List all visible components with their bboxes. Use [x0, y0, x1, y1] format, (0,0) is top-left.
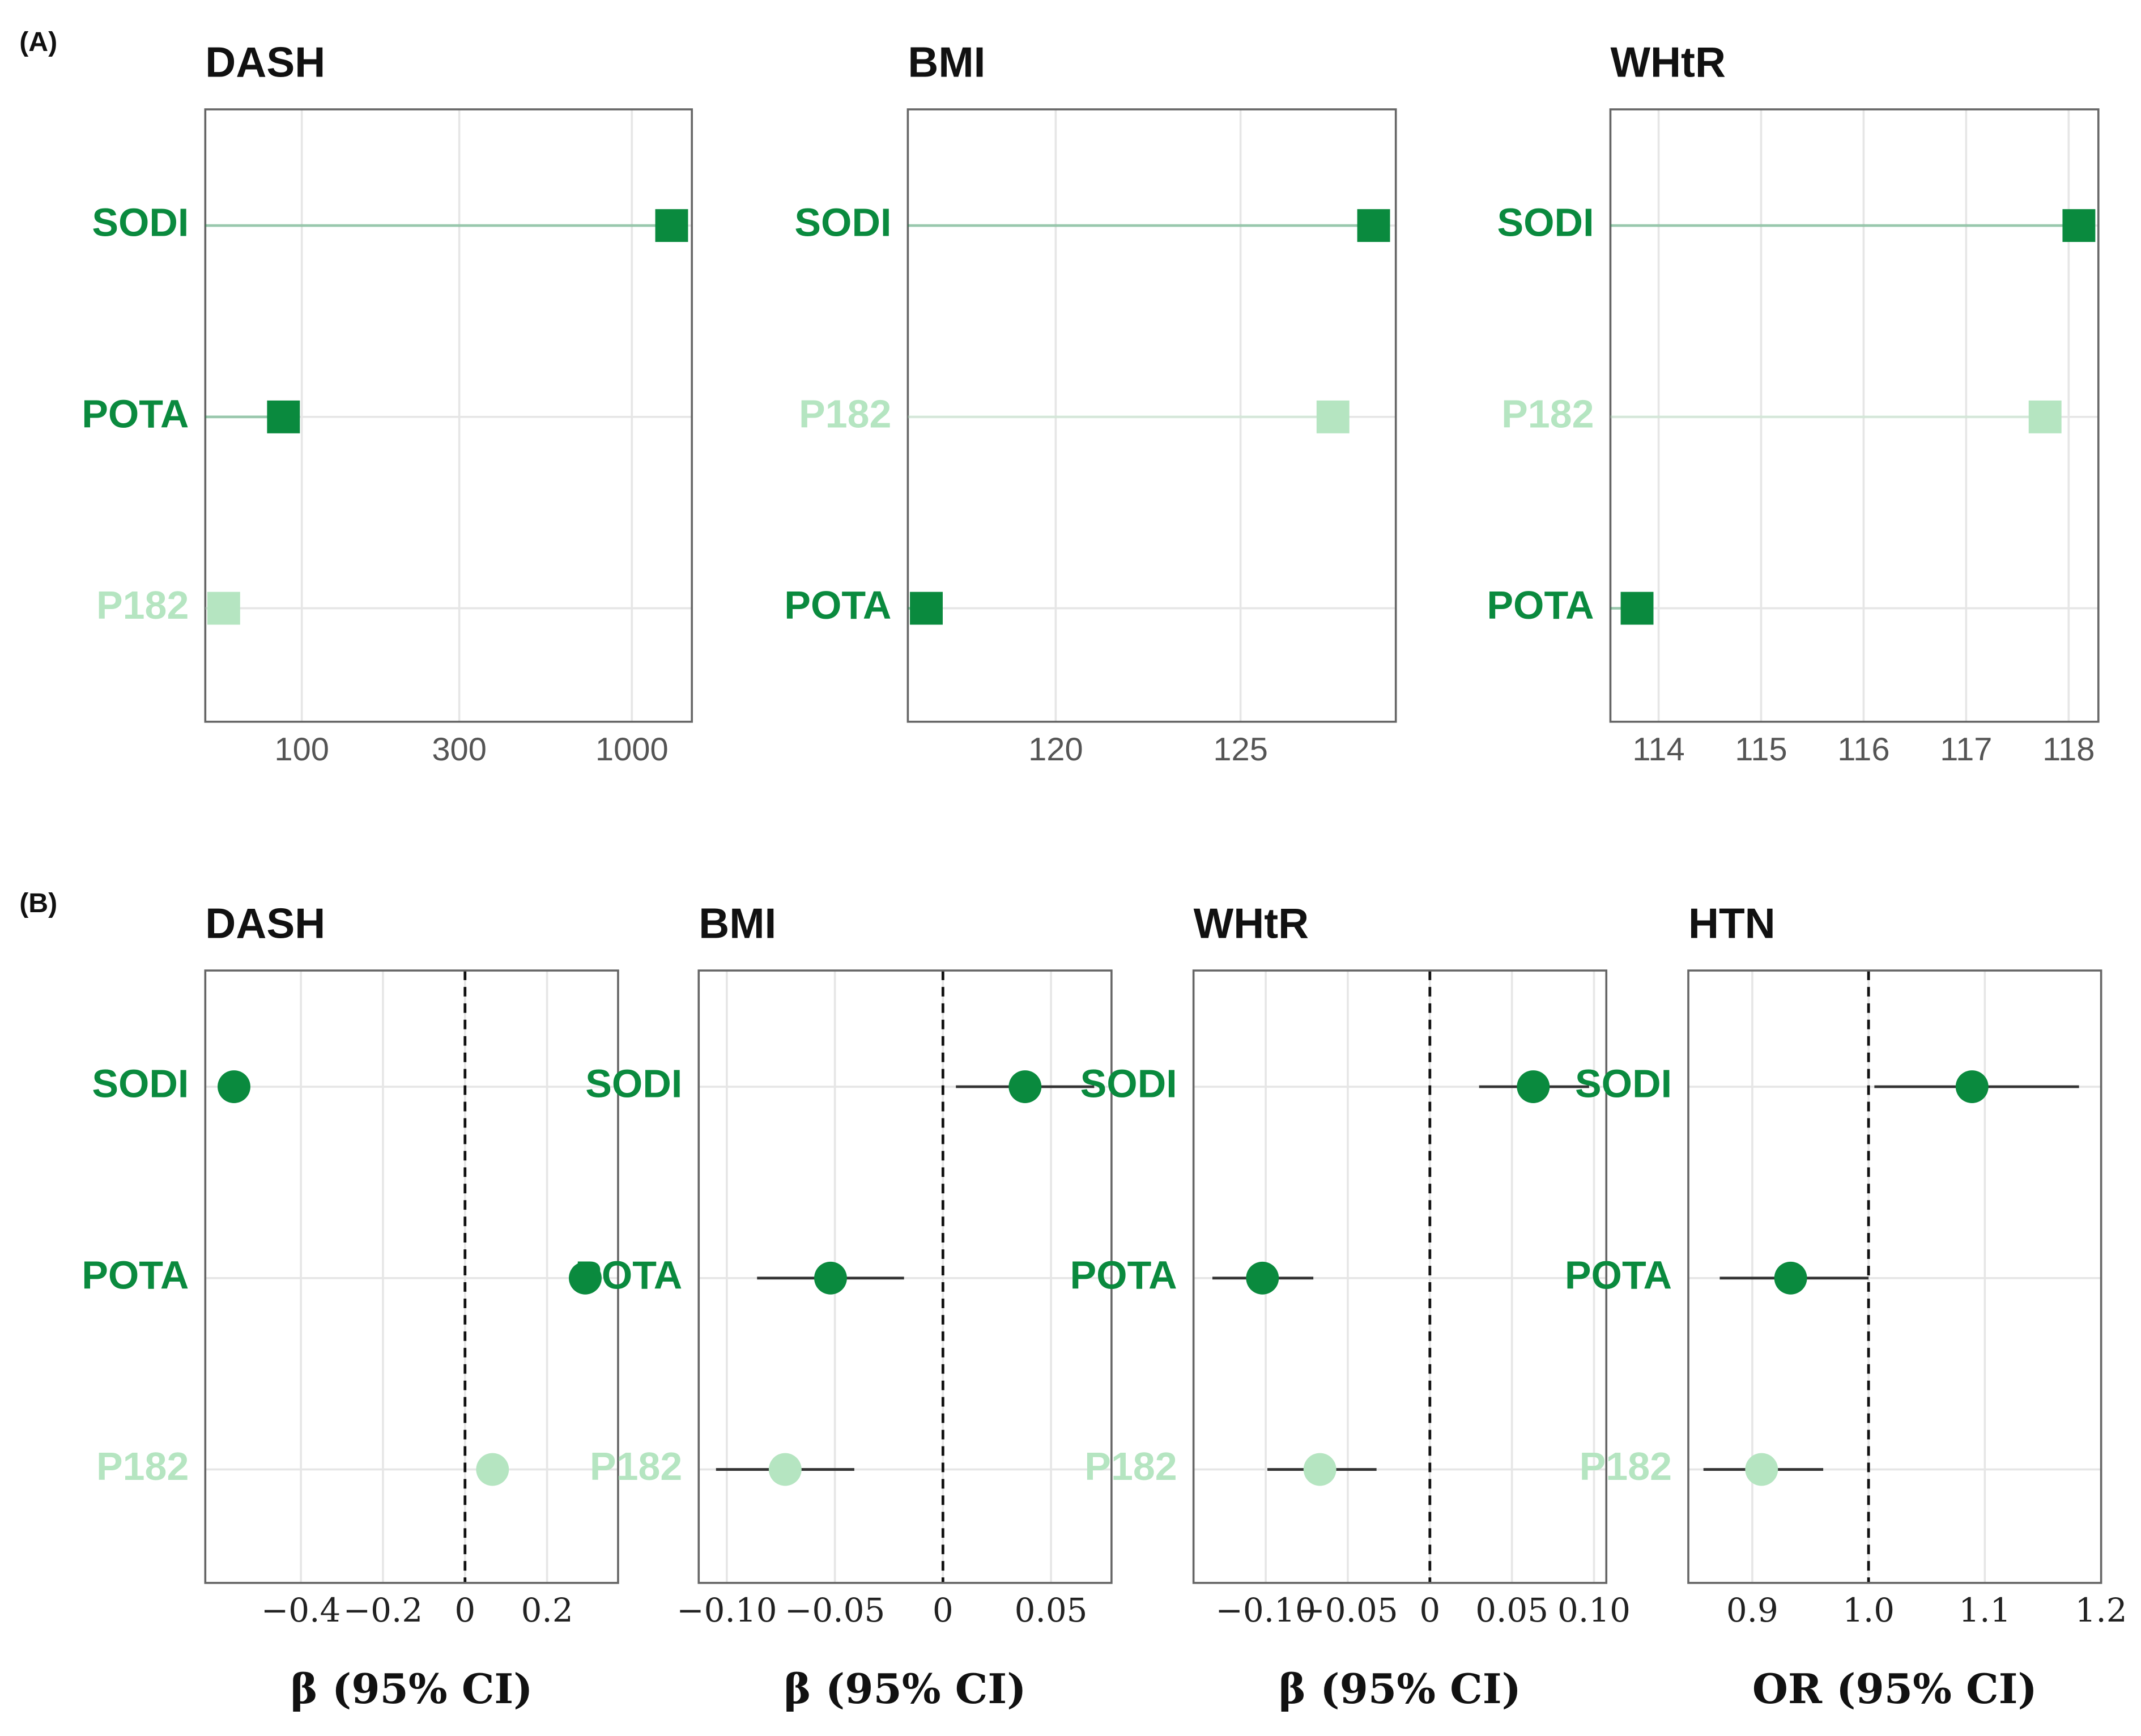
- square-marker: [267, 400, 300, 433]
- point-estimate: [1517, 1070, 1550, 1103]
- x-axis-label: OR (95% CI): [1752, 1665, 2037, 1713]
- square-marker: [207, 592, 240, 625]
- category-label: SODI: [1080, 1062, 1177, 1106]
- category-label: P182: [96, 583, 189, 627]
- x-tick-label: 1.1: [1959, 1591, 2011, 1629]
- category-label: POTA: [82, 1253, 189, 1297]
- point-estimate: [1955, 1070, 1989, 1103]
- square-marker: [2062, 209, 2096, 242]
- category-label: P182: [1501, 392, 1594, 436]
- x-axis-label: β (95% CI): [291, 1665, 533, 1713]
- panel-title: WHtR: [1194, 899, 1309, 947]
- x-tick-label: 0: [1419, 1591, 1440, 1629]
- x-tick-label: 114: [1632, 731, 1684, 768]
- category-label: SODI: [794, 201, 891, 245]
- x-tick-label: 300: [432, 731, 487, 768]
- category-label: POTA: [1070, 1253, 1177, 1297]
- x-tick-label: 116: [1837, 731, 1889, 768]
- square-marker: [1316, 400, 1350, 433]
- point-estimate: [569, 1261, 602, 1295]
- panel-title: DASH: [205, 39, 325, 86]
- x-tick-label: −0.05: [1297, 1591, 1398, 1629]
- panel-title: BMI: [699, 899, 776, 947]
- category-label: POTA: [1565, 1253, 1672, 1297]
- panel-title: BMI: [908, 39, 985, 86]
- x-tick-label: 115: [1735, 731, 1787, 768]
- plot-frame: [1687, 969, 2102, 1584]
- point-estimate: [218, 1070, 250, 1103]
- x-tick-label: 0: [454, 1591, 475, 1629]
- category-label: P182: [590, 1444, 682, 1488]
- square-marker: [655, 209, 688, 242]
- x-tick-label: 1.0: [1842, 1591, 1895, 1629]
- category-label: POTA: [1487, 583, 1594, 627]
- x-tick-label: 125: [1213, 731, 1268, 768]
- x-tick-label: 0.10: [1557, 1591, 1631, 1629]
- point-estimate: [1303, 1453, 1336, 1486]
- point-estimate: [1246, 1261, 1279, 1295]
- x-tick-label: 100: [274, 731, 329, 768]
- category-label: SODI: [585, 1062, 682, 1106]
- x-axis-label: β (95% CI): [1279, 1665, 1521, 1713]
- square-marker: [1357, 209, 1390, 242]
- plot-frame: [204, 969, 619, 1584]
- panel-label: (A): [19, 27, 57, 57]
- category-label: POTA: [575, 1253, 682, 1297]
- square-marker: [2028, 400, 2062, 433]
- panel-title: WHtR: [1610, 39, 1726, 86]
- x-tick-label: 0.05: [1015, 1591, 1088, 1629]
- panel-title: DASH: [205, 899, 325, 947]
- plot-frame: [204, 108, 693, 723]
- category-label: P182: [1084, 1444, 1177, 1488]
- category-label: P182: [96, 1444, 189, 1488]
- x-tick-label: −0.4: [261, 1591, 341, 1629]
- plot-frame: [1609, 108, 2100, 723]
- category-label: SODI: [1575, 1062, 1672, 1106]
- x-tick-label: 0.2: [521, 1591, 573, 1629]
- point-estimate: [1008, 1070, 1042, 1103]
- x-tick-label: −0.10: [676, 1591, 777, 1629]
- x-tick-label: 0: [933, 1591, 954, 1629]
- plot-frame: [1192, 969, 1608, 1584]
- point-estimate: [768, 1453, 802, 1486]
- panel-title: HTN: [1688, 899, 1776, 947]
- point-estimate: [1774, 1261, 1807, 1295]
- category-label: P182: [799, 392, 891, 436]
- panel-label: (B): [19, 888, 57, 918]
- square-marker: [910, 592, 943, 625]
- point-estimate: [814, 1261, 847, 1295]
- category-label: SODI: [1497, 201, 1594, 245]
- category-label: SODI: [92, 1062, 189, 1106]
- category-label: POTA: [82, 392, 189, 436]
- x-tick-label: −0.2: [343, 1591, 423, 1629]
- category-label: SODI: [92, 201, 189, 245]
- x-tick-label: −0.05: [785, 1591, 885, 1629]
- point-estimate: [1745, 1453, 1778, 1486]
- x-tick-label: 118: [2042, 731, 2095, 768]
- plot-frame: [697, 969, 1113, 1584]
- x-tick-label: 120: [1028, 731, 1083, 768]
- x-tick-label: 0.9: [1726, 1591, 1778, 1629]
- x-tick-label: −0.10: [1215, 1591, 1316, 1629]
- x-axis-label: β (95% CI): [784, 1665, 1027, 1713]
- point-estimate: [476, 1453, 509, 1486]
- category-label: POTA: [784, 583, 891, 627]
- x-tick-label: 1000: [595, 731, 669, 768]
- category-label: P182: [1580, 1444, 1672, 1488]
- x-tick-label: 117: [1940, 731, 1992, 768]
- plot-frame: [906, 108, 1397, 723]
- x-tick-label: 0.05: [1475, 1591, 1548, 1629]
- square-marker: [1620, 592, 1654, 625]
- x-tick-label: 1.2: [2075, 1591, 2127, 1629]
